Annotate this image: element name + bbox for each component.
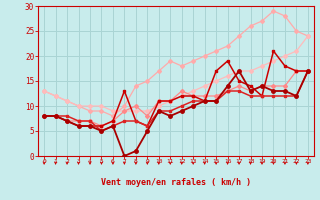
X-axis label: Vent moyen/en rafales ( km/h ): Vent moyen/en rafales ( km/h ) (101, 178, 251, 187)
